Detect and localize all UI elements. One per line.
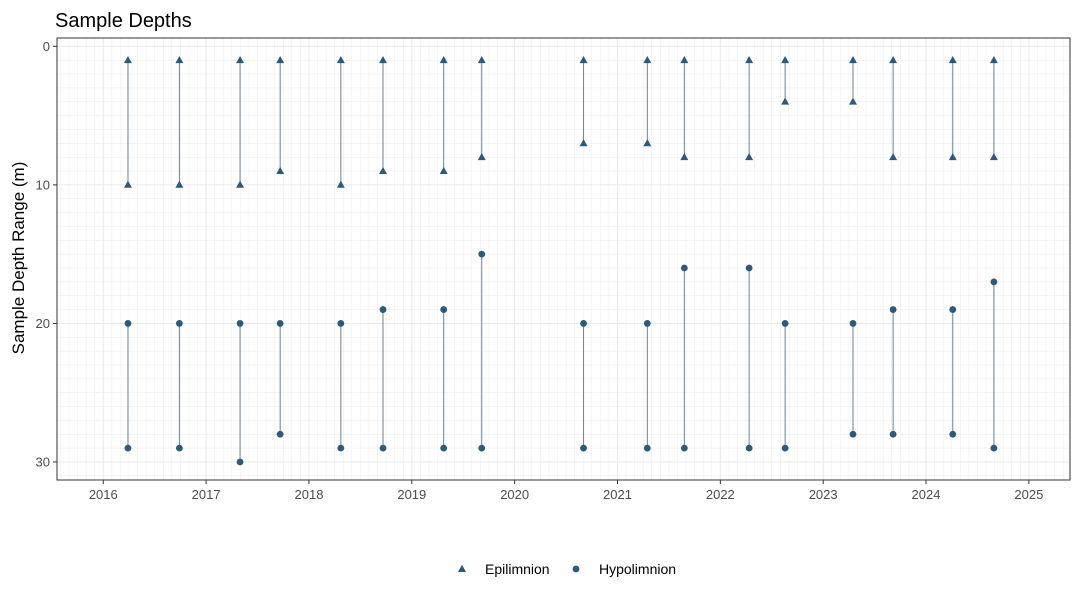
- epilimnion-point-bottom: [439, 166, 448, 174]
- hypolimnion-point-top: [580, 320, 587, 327]
- epilimnion-point-bottom: [236, 180, 245, 188]
- y-tick-label-10: 10: [36, 177, 50, 192]
- hypolimnion-point-top: [643, 320, 651, 327]
- legend-epilimnion-triangle-icon: [458, 564, 466, 572]
- epilimnion-point-bottom: [379, 166, 388, 174]
- hypolimnion-point-bottom: [175, 444, 183, 452]
- hypolimnion-point-top: [781, 320, 789, 327]
- x-tick-label-2021: 2021: [603, 487, 632, 502]
- hypolimnion-point-bottom: [949, 430, 957, 438]
- hypolimnion-point-top: [889, 306, 897, 313]
- epilimnion-point-bottom: [336, 180, 345, 188]
- epilimnion-point-top: [379, 55, 388, 64]
- hypolimnion-point-top: [990, 278, 998, 286]
- epilimnion-point-bottom: [175, 180, 184, 188]
- hypolimnion-point-top: [124, 320, 132, 327]
- epilimnion-point-top: [680, 55, 689, 64]
- hypolimnion-point-top: [379, 306, 387, 313]
- hypolimnion-point-bottom: [889, 430, 897, 438]
- hypolimnion-point-bottom: [379, 444, 387, 452]
- x-tick-label-2023: 2023: [809, 487, 838, 502]
- hypolimnion-point-bottom: [124, 444, 132, 452]
- y-tick-label-30: 30: [36, 454, 50, 469]
- legend-hypolimnion-circle-icon: [572, 565, 580, 573]
- x-tick-label-2022: 2022: [706, 487, 735, 502]
- x-tick-label-2025: 2025: [1014, 487, 1043, 502]
- epilimnion-point-top: [123, 55, 132, 64]
- epilimnion-point-bottom: [889, 152, 898, 161]
- hypolimnion-point-top: [276, 320, 284, 327]
- hypolimnion-point-top: [175, 320, 183, 327]
- epilimnion-point-bottom: [745, 152, 754, 161]
- epilimnion-point-top: [236, 55, 245, 64]
- epilimnion-point-bottom: [123, 180, 132, 188]
- epilimnion-point-top: [439, 55, 448, 64]
- x-tick-label-2017: 2017: [192, 487, 221, 502]
- epilimnion-point-top: [336, 55, 345, 64]
- hypolimnion-point-top: [745, 264, 753, 272]
- epilimnion-point-bottom: [781, 97, 790, 105]
- hypolimnion-point-top: [478, 250, 486, 258]
- legend: Epilimnion Hypolimnion: [458, 561, 676, 577]
- epilimnion-point-top: [175, 55, 184, 64]
- hypolimnion-point-bottom: [580, 444, 587, 452]
- hypolimnion-point-bottom: [643, 444, 651, 452]
- hypolimnion-point-top: [849, 320, 857, 327]
- epilimnion-point-bottom: [276, 166, 285, 174]
- hypolimnion-point-bottom: [440, 444, 448, 452]
- legend-label-epilimnion: Epilimnion: [485, 561, 550, 577]
- epilimnion-point-bottom: [643, 139, 652, 147]
- epilimnion-point-top: [579, 55, 588, 64]
- hypolimnion-point-top: [236, 320, 244, 327]
- depth-range-segments: [127, 60, 995, 462]
- axes: 2016 2017 2018 2019 2020 2021 2022 2023 2024 2025…: [36, 39, 1044, 502]
- hypolimnion-point-bottom: [236, 458, 244, 466]
- epilimnion-point-bottom: [849, 97, 857, 105]
- epilimnion-point-bottom: [989, 152, 998, 161]
- grid: [57, 38, 1070, 480]
- legend-label-hypolimnion: Hypolimnion: [599, 561, 676, 577]
- hypolimnion-point-top: [949, 306, 957, 313]
- epilimnion-point-top: [948, 55, 957, 64]
- hypolimnion-point-bottom: [276, 430, 284, 438]
- x-tick-label-2024: 2024: [912, 487, 941, 502]
- chart-title: Sample Depths: [55, 10, 192, 32]
- hypolimnion-point-bottom: [745, 444, 753, 452]
- x-tick-label-2020: 2020: [500, 487, 529, 502]
- epilimnion-point-bottom: [579, 139, 588, 147]
- epilimnion-point-bottom: [948, 152, 957, 161]
- x-tick-label-2016: 2016: [89, 487, 118, 502]
- x-tick-label-2019: 2019: [397, 487, 426, 502]
- epilimnion-point-top: [889, 55, 898, 64]
- hypolimnion-point-bottom: [337, 444, 345, 452]
- hypolimnion-point-top: [680, 264, 688, 272]
- hypolimnion-point-bottom: [781, 444, 789, 452]
- hypolimnion-point-top: [440, 306, 448, 313]
- epilimnion-point-top: [989, 55, 998, 64]
- hypolimnion-point-bottom: [849, 430, 857, 438]
- epilimnion-point-top: [745, 55, 754, 64]
- y-tick-label-0: 0: [43, 39, 50, 54]
- epilimnion-point-bottom: [477, 152, 486, 161]
- hypolimnion-point-bottom: [478, 444, 486, 452]
- epilimnion-point-top: [643, 55, 652, 64]
- hypolimnion-point-bottom: [990, 444, 998, 452]
- x-tick-label-2018: 2018: [295, 487, 324, 502]
- epilimnion-point-bottom: [680, 152, 689, 161]
- y-axis-label: Sample Depth Range (m): [9, 162, 28, 355]
- epilimnion-point-top: [276, 55, 285, 64]
- hypolimnion-point-top: [337, 320, 345, 327]
- data-points: [123, 55, 998, 466]
- epilimnion-point-top: [781, 55, 790, 64]
- epilimnion-point-top: [477, 55, 486, 64]
- panel-border: [56, 37, 1071, 481]
- hypolimnion-point-bottom: [680, 444, 688, 452]
- epilimnion-point-top: [849, 55, 857, 64]
- y-tick-label-20: 20: [36, 316, 50, 331]
